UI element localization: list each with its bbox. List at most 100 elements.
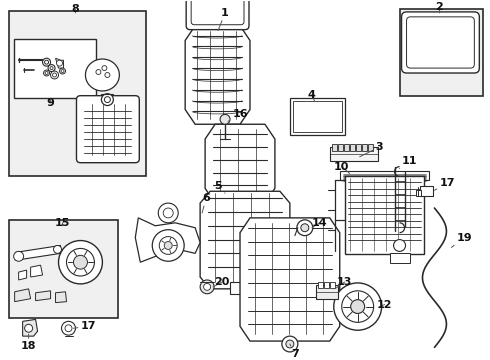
Circle shape (351, 300, 365, 314)
Circle shape (53, 246, 62, 253)
Polygon shape (55, 58, 64, 68)
Circle shape (282, 336, 298, 352)
Bar (9, 11, 147, 176)
Text: 17: 17 (74, 321, 96, 331)
Circle shape (152, 230, 184, 261)
Bar (9, 220, 119, 318)
Circle shape (104, 97, 110, 103)
Bar (230, 282, 260, 294)
Text: 3: 3 (360, 142, 384, 157)
FancyBboxPatch shape (186, 0, 249, 30)
Circle shape (451, 52, 457, 58)
Circle shape (45, 60, 49, 64)
Circle shape (204, 283, 211, 290)
Circle shape (220, 114, 230, 124)
Circle shape (393, 239, 406, 251)
Text: 20: 20 (213, 277, 230, 287)
Circle shape (334, 283, 382, 330)
Circle shape (50, 71, 58, 79)
Circle shape (286, 340, 294, 348)
Text: 16: 16 (228, 109, 248, 121)
Text: 11: 11 (399, 156, 417, 168)
Bar (330, 147, 378, 161)
Polygon shape (200, 191, 290, 289)
Polygon shape (15, 289, 30, 302)
Bar (416, 190, 421, 196)
Circle shape (43, 58, 50, 66)
Text: 8: 8 (72, 4, 79, 14)
Circle shape (158, 203, 178, 223)
FancyBboxPatch shape (407, 17, 474, 68)
Polygon shape (36, 291, 50, 301)
Text: 4: 4 (308, 90, 316, 102)
Bar (318, 282, 323, 288)
Bar (362, 144, 367, 151)
Circle shape (164, 242, 172, 249)
Circle shape (14, 251, 24, 261)
Polygon shape (240, 218, 340, 341)
Bar (293, 100, 342, 132)
Circle shape (45, 72, 48, 75)
Bar (338, 144, 343, 151)
Circle shape (48, 65, 55, 72)
Circle shape (61, 69, 64, 72)
Bar (350, 144, 355, 151)
Circle shape (50, 67, 53, 69)
Circle shape (67, 248, 95, 276)
Bar (419, 186, 434, 196)
Circle shape (52, 73, 56, 77)
Bar (390, 253, 410, 263)
Bar (368, 144, 372, 151)
Circle shape (62, 321, 75, 335)
Circle shape (342, 291, 374, 322)
Bar (356, 144, 361, 151)
Circle shape (58, 240, 102, 284)
Circle shape (415, 28, 424, 37)
FancyBboxPatch shape (191, 0, 244, 25)
Bar (290, 98, 345, 135)
Polygon shape (30, 265, 43, 277)
FancyBboxPatch shape (76, 96, 139, 163)
Text: 5: 5 (214, 181, 225, 193)
Circle shape (447, 48, 462, 62)
Circle shape (301, 224, 309, 232)
Text: 2: 2 (436, 2, 443, 13)
Bar (340, 171, 429, 180)
Circle shape (163, 208, 173, 218)
Text: 19: 19 (451, 233, 472, 247)
Polygon shape (135, 218, 200, 262)
FancyBboxPatch shape (401, 12, 479, 73)
Bar (332, 144, 337, 151)
Text: 10: 10 (334, 162, 350, 174)
Bar (343, 144, 349, 151)
Circle shape (24, 324, 33, 332)
Circle shape (427, 28, 436, 37)
Text: 13: 13 (335, 277, 352, 289)
Circle shape (159, 237, 177, 255)
Circle shape (65, 325, 72, 332)
Text: 15: 15 (55, 218, 70, 228)
Bar (14, 39, 97, 98)
Text: 6: 6 (202, 193, 210, 213)
Polygon shape (16, 246, 61, 260)
Circle shape (101, 94, 113, 105)
Circle shape (44, 70, 49, 76)
Circle shape (59, 68, 66, 74)
Polygon shape (23, 319, 38, 336)
Polygon shape (55, 292, 67, 303)
Text: 12: 12 (377, 300, 392, 310)
Bar (330, 282, 335, 288)
Circle shape (297, 220, 313, 235)
Text: 9: 9 (47, 98, 54, 108)
Polygon shape (185, 26, 250, 124)
Circle shape (56, 60, 63, 66)
Text: 14: 14 (312, 218, 328, 228)
Bar (324, 282, 329, 288)
Polygon shape (205, 124, 275, 203)
Circle shape (442, 44, 466, 67)
Circle shape (74, 255, 87, 269)
Bar (316, 285, 338, 299)
Polygon shape (85, 59, 120, 91)
Circle shape (200, 280, 214, 294)
Circle shape (102, 66, 107, 71)
